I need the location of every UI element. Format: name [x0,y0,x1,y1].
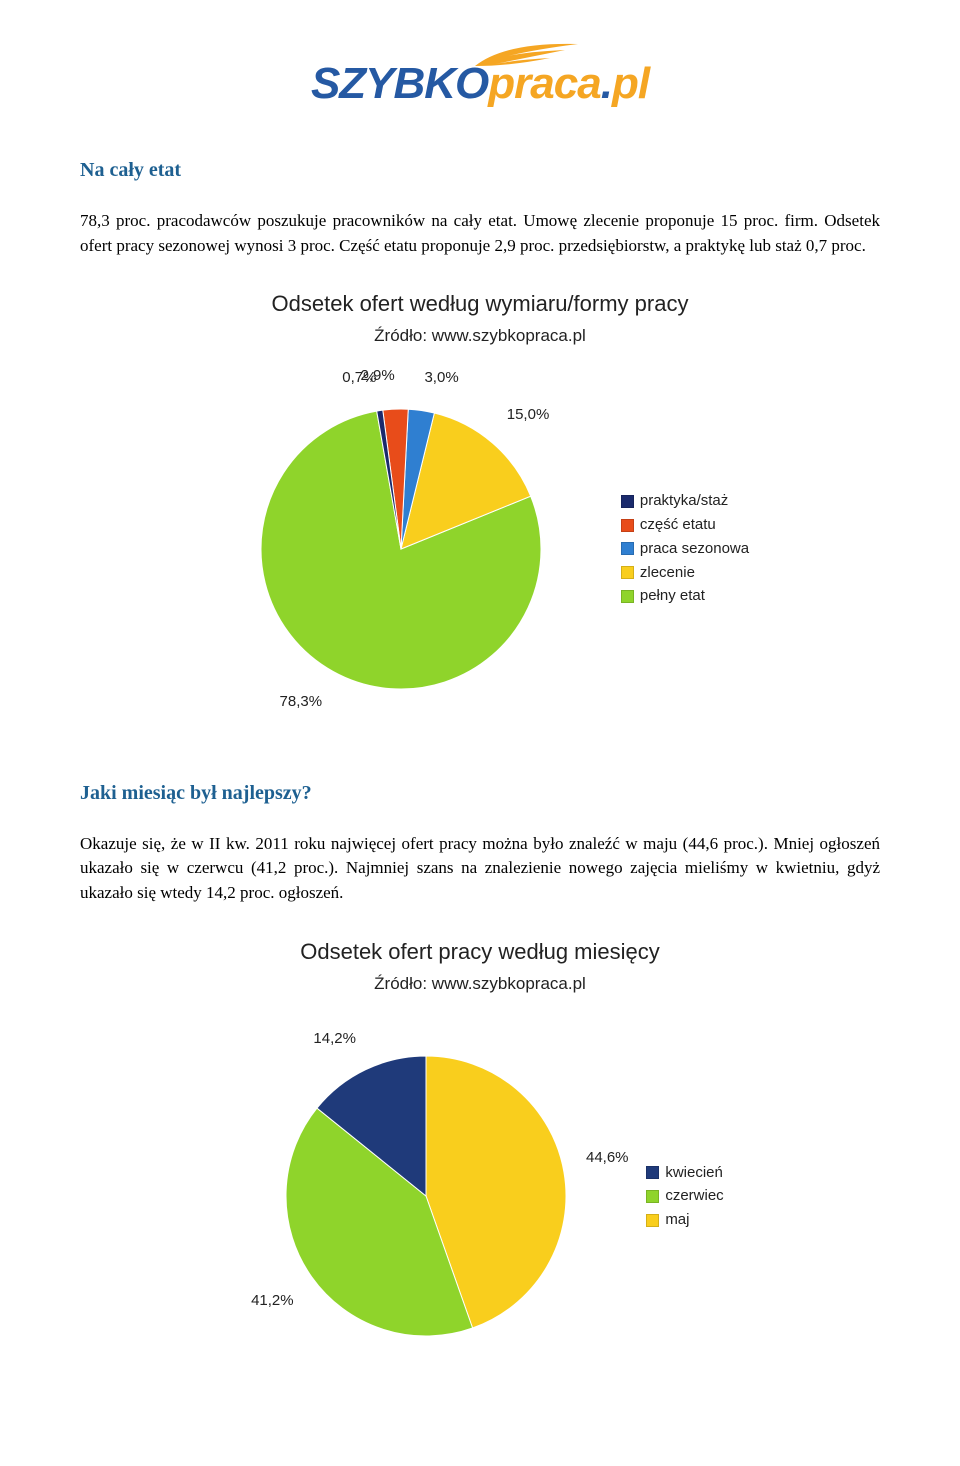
section1-title: Na cały etat [80,156,880,185]
section2-title: Jaki miesiąc był najlepszy? [80,779,880,808]
legend-label: zlecenie [640,562,695,584]
legend-item: zlecenie [621,562,749,584]
section2-paragraph: Okazuje się, że w II kw. 2011 roku najwi… [80,832,880,906]
legend-item: kwiecień [646,1162,723,1184]
chart1-legend: praktyka/stażczęść etatupraca sezonowazl… [621,488,749,609]
slice-label: 3,0% [424,367,458,389]
logo-part2a: praca [488,59,600,108]
legend-label: pełny etat [640,585,705,607]
legend-label: kwiecień [665,1162,723,1184]
slice-label: 44,6% [586,1147,629,1169]
slice-label: 0,7% [342,367,376,389]
logo-text: SZYBKOpraca.pl [311,62,649,106]
chart2-legend: kwiecieńczerwiecmaj [646,1160,723,1233]
legend-item: część etatu [621,514,749,536]
legend-swatch [646,1166,659,1179]
legend-swatch [646,1190,659,1203]
chart2-subtitle: Źródło: www.szybkopraca.pl [110,972,850,997]
legend-swatch [621,590,634,603]
legend-label: czerwiec [665,1185,723,1207]
legend-item: praktyka/staż [621,490,749,512]
slice-label: 41,2% [251,1290,294,1312]
chart1-subtitle: Źródło: www.szybkopraca.pl [110,324,850,349]
slice-label: 78,3% [280,691,323,713]
chart2-block: Odsetek ofert pracy według miesięcy Źród… [110,936,850,1387]
legend-label: część etatu [640,514,716,536]
section1-paragraph: 78,3 proc. pracodawców poszukuje pracown… [80,209,880,258]
logo-dot: . [601,59,612,108]
chart2-pie: 44,6%41,2%14,2% [236,1006,616,1386]
chart2-title: Odsetek ofert pracy według miesięcy [110,936,850,968]
legend-swatch [621,566,634,579]
chart1-title: Odsetek ofert według wymiaru/formy pracy [110,288,850,320]
legend-item: praca sezonowa [621,538,749,560]
legend-item: maj [646,1209,723,1231]
legend-label: praktyka/staż [640,490,728,512]
legend-swatch [621,542,634,555]
legend-label: maj [665,1209,689,1231]
logo-part1: SZYBKO [311,59,488,108]
logo-part2b: pl [612,59,649,108]
legend-swatch [621,519,634,532]
chart1-pie: 78,3%15,0%3,0%2,9%0,7% [211,359,591,739]
legend-label: praca sezonowa [640,538,749,560]
legend-item: pełny etat [621,585,749,607]
legend-item: czerwiec [646,1185,723,1207]
legend-swatch [621,495,634,508]
legend-swatch [646,1214,659,1227]
slice-label: 14,2% [313,1028,356,1050]
slice-label: 15,0% [507,404,550,426]
site-logo: SZYBKOpraca.pl [80,40,880,106]
chart1-block: Odsetek ofert według wymiaru/formy pracy… [110,288,850,739]
